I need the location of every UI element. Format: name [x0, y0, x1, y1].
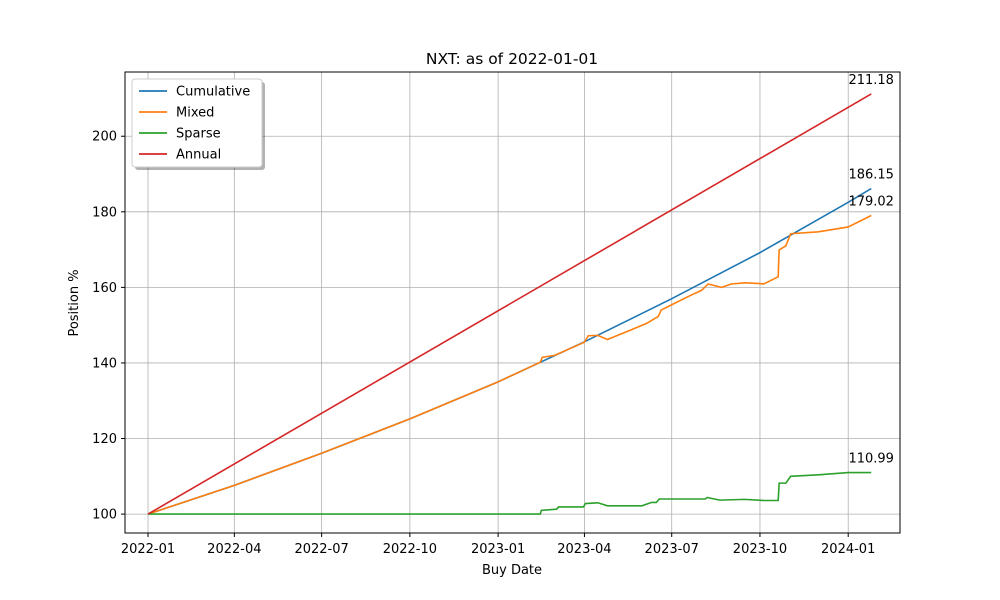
- x-axis: 2022-01 2022-04 2022-07 2022-10 2023-01 2023-…: [121, 533, 875, 557]
- x-tick-label: 2024-01: [821, 542, 875, 557]
- series-line-annual: [147, 93, 872, 515]
- y-tick-label: 120: [92, 432, 117, 447]
- annotation-label: 179.02: [848, 195, 894, 210]
- series-lines: [147, 93, 872, 515]
- end-value-annotations: 211.18 186.15 179.02 110.99: [848, 73, 894, 467]
- x-axis-label: Buy Date: [482, 563, 542, 578]
- plot-frame: [124, 71, 901, 534]
- grid: [125, 72, 900, 533]
- series-line-sparse: [148, 471, 872, 515]
- y-axis: 100 120 140 160 180 200: [92, 130, 125, 523]
- x-tick-label: 2022-01: [121, 542, 175, 557]
- y-axis-label: Position %: [67, 269, 82, 336]
- x-tick-label: 2022-07: [294, 542, 348, 557]
- x-tick-label: 2023-07: [645, 542, 699, 557]
- chart-title: NXT: as of 2022-01-01: [426, 50, 598, 68]
- annotation-label: 211.18: [848, 73, 894, 88]
- legend-box: [131, 78, 263, 168]
- legend-label-annual: Annual: [176, 148, 221, 163]
- y-tick-label: 140: [92, 356, 117, 371]
- legend-label-cumulative: Cumulative: [176, 85, 250, 100]
- legend-label-sparse: Sparse: [176, 127, 221, 142]
- legend-label-mixed: Mixed: [176, 106, 214, 121]
- y-tick-label: 100: [92, 508, 117, 523]
- x-tick-label: 2023-10: [733, 542, 787, 557]
- annotation-label: 186.15: [848, 168, 894, 183]
- y-tick-label: 160: [92, 281, 117, 296]
- x-tick-label: 2022-04: [207, 542, 261, 557]
- series-line-cumulative: [147, 187, 872, 515]
- x-tick-label: 2023-04: [557, 542, 611, 557]
- legend: Cumulative Mixed Sparse Annual: [131, 78, 265, 170]
- series-line-mixed: [147, 214, 872, 515]
- y-tick-label: 200: [92, 130, 117, 145]
- x-tick-label: 2023-01: [471, 542, 525, 557]
- x-tick-label: 2022-10: [383, 542, 437, 557]
- annotation-label: 110.99: [848, 452, 894, 467]
- y-tick-label: 180: [92, 205, 117, 220]
